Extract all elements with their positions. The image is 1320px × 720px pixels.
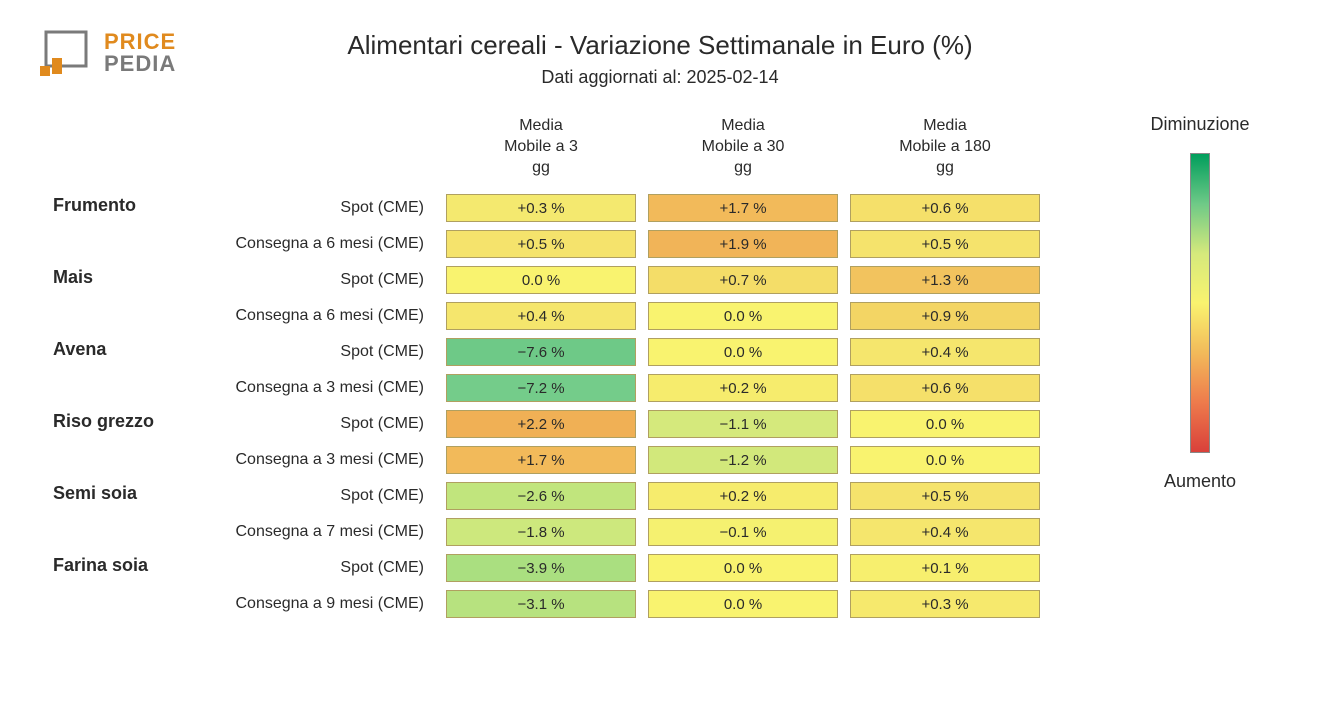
table-row: Riso grezzo Spot (CME) +2.2 % −1.1 % 0.0 % bbox=[52, 410, 1040, 438]
table-row: Consegna a 3 mesi (CME) +1.7 % −1.2 % 0.0 % bbox=[52, 446, 1040, 474]
page-subtitle: Dati aggiornati al: 2025-02-14 bbox=[40, 67, 1280, 88]
heatmap-cell: +0.2 % bbox=[648, 374, 838, 402]
heatmap-cell: 0.0 % bbox=[446, 266, 636, 294]
heatmap-cell: −1.8 % bbox=[446, 518, 636, 546]
header: Alimentari cereali - Variazione Settiman… bbox=[40, 30, 1280, 88]
heatmap-cell: +0.3 % bbox=[446, 194, 636, 222]
row-label: Consegna a 6 mesi (CME) bbox=[204, 302, 434, 330]
group-label: Farina soia bbox=[52, 554, 192, 582]
row-label: Consegna a 3 mesi (CME) bbox=[204, 374, 434, 402]
heatmap-cell: +0.9 % bbox=[850, 302, 1040, 330]
heatmap-cell: +0.7 % bbox=[648, 266, 838, 294]
group-label: Mais bbox=[52, 266, 192, 294]
logo-text-bottom: PEDIA bbox=[104, 53, 176, 75]
heatmap-cell: 0.0 % bbox=[648, 590, 838, 618]
legend-gradient-bar bbox=[1190, 153, 1210, 453]
heatmap-cell: −7.6 % bbox=[446, 338, 636, 366]
table-row: Consegna a 3 mesi (CME) −7.2 % +0.2 % +0.6 … bbox=[52, 374, 1040, 402]
heatmap-cell: +1.7 % bbox=[446, 446, 636, 474]
row-label: Spot (CME) bbox=[204, 338, 434, 366]
heatmap-cell: +2.2 % bbox=[446, 410, 636, 438]
container: PRICE PEDIA Alimentari cereali - Variazi… bbox=[0, 0, 1320, 720]
legend-top-label: Diminuzione bbox=[1150, 114, 1249, 135]
group-label: Avena bbox=[52, 338, 192, 366]
heatmap-cell: −1.2 % bbox=[648, 446, 838, 474]
heatmap-cell: +0.5 % bbox=[446, 230, 636, 258]
heatmap-cell: +1.7 % bbox=[648, 194, 838, 222]
header-spacer bbox=[204, 116, 434, 186]
table-row: Consegna a 9 mesi (CME) −3.1 % 0.0 % +0.3 % bbox=[52, 590, 1040, 618]
heatmap-cell: 0.0 % bbox=[648, 302, 838, 330]
group-label: Semi soia bbox=[52, 482, 192, 510]
row-label: Spot (CME) bbox=[204, 266, 434, 294]
group-label: Frumento bbox=[52, 194, 192, 222]
row-label: Consegna a 3 mesi (CME) bbox=[204, 446, 434, 474]
col-header-1: Media Mobile a 30 gg bbox=[648, 116, 838, 186]
table-row: Consegna a 7 mesi (CME) −1.8 % −0.1 % +0.4 … bbox=[52, 518, 1040, 546]
group-label bbox=[52, 590, 192, 618]
table-row: Semi soia Spot (CME) −2.6 % +0.2 % +0.5 % bbox=[52, 482, 1040, 510]
content-row: Media Mobile a 3 gg Media Mobile a 30 gg… bbox=[40, 108, 1280, 626]
logo-mark-icon bbox=[40, 28, 96, 78]
heatmap-cell: −2.6 % bbox=[446, 482, 636, 510]
header-spacer bbox=[52, 116, 192, 186]
heatmap-cell: +1.3 % bbox=[850, 266, 1040, 294]
heatmap-cell: −7.2 % bbox=[446, 374, 636, 402]
col-header-2: Media Mobile a 180 gg bbox=[850, 116, 1040, 186]
table-row: Frumento Spot (CME) +0.3 % +1.7 % +0.6 % bbox=[52, 194, 1040, 222]
group-label bbox=[52, 230, 192, 258]
legend: Diminuzione Aumento bbox=[1120, 108, 1280, 626]
heatmap-cell: +0.3 % bbox=[850, 590, 1040, 618]
col-header-0: Media Mobile a 3 gg bbox=[446, 116, 636, 186]
heatmap-cell: −1.1 % bbox=[648, 410, 838, 438]
page-title: Alimentari cereali - Variazione Settiman… bbox=[40, 30, 1280, 61]
heatmap-cell: +0.6 % bbox=[850, 194, 1040, 222]
heatmap-cell: −3.1 % bbox=[446, 590, 636, 618]
heatmap-cell: 0.0 % bbox=[648, 554, 838, 582]
row-label: Consegna a 6 mesi (CME) bbox=[204, 230, 434, 258]
heatmap-table: Media Mobile a 3 gg Media Mobile a 30 gg… bbox=[40, 108, 1052, 626]
legend-bottom-label: Aumento bbox=[1164, 471, 1236, 492]
row-label: Spot (CME) bbox=[204, 194, 434, 222]
row-label: Spot (CME) bbox=[204, 410, 434, 438]
heatmap-cell: +0.1 % bbox=[850, 554, 1040, 582]
heatmap-cell: +0.5 % bbox=[850, 230, 1040, 258]
brand-logo: PRICE PEDIA bbox=[40, 28, 176, 78]
heatmap-cell: 0.0 % bbox=[850, 446, 1040, 474]
row-label: Spot (CME) bbox=[204, 554, 434, 582]
table-row: Mais Spot (CME) 0.0 % +0.7 % +1.3 % bbox=[52, 266, 1040, 294]
heatmap-cell: 0.0 % bbox=[850, 410, 1040, 438]
heatmap-cell: 0.0 % bbox=[648, 338, 838, 366]
group-label: Riso grezzo bbox=[52, 410, 192, 438]
heatmap-cell: +0.4 % bbox=[446, 302, 636, 330]
row-label: Consegna a 9 mesi (CME) bbox=[204, 590, 434, 618]
heatmap-cell: +0.4 % bbox=[850, 518, 1040, 546]
table-row: Avena Spot (CME) −7.6 % 0.0 % +0.4 % bbox=[52, 338, 1040, 366]
heatmap-cell: +0.4 % bbox=[850, 338, 1040, 366]
table-row: Consegna a 6 mesi (CME) +0.5 % +1.9 % +0.5 … bbox=[52, 230, 1040, 258]
heatmap-table-area: Media Mobile a 3 gg Media Mobile a 30 gg… bbox=[40, 108, 1120, 626]
heatmap-cell: +1.9 % bbox=[648, 230, 838, 258]
header-row: Media Mobile a 3 gg Media Mobile a 30 gg… bbox=[52, 116, 1040, 186]
heatmap-cell: +0.2 % bbox=[648, 482, 838, 510]
heatmap-cell: −0.1 % bbox=[648, 518, 838, 546]
table-row: Consegna a 6 mesi (CME) +0.4 % 0.0 % +0.9 % bbox=[52, 302, 1040, 330]
heatmap-cell: −3.9 % bbox=[446, 554, 636, 582]
table-row: Farina soia Spot (CME) −3.9 % 0.0 % +0.1 % bbox=[52, 554, 1040, 582]
logo-text: PRICE PEDIA bbox=[104, 31, 176, 75]
row-label: Consegna a 7 mesi (CME) bbox=[204, 518, 434, 546]
group-label bbox=[52, 374, 192, 402]
heatmap-cell: +0.6 % bbox=[850, 374, 1040, 402]
logo-text-top: PRICE bbox=[104, 31, 176, 53]
heatmap-cell: +0.5 % bbox=[850, 482, 1040, 510]
row-label: Spot (CME) bbox=[204, 482, 434, 510]
group-label bbox=[52, 446, 192, 474]
group-label bbox=[52, 518, 192, 546]
group-label bbox=[52, 302, 192, 330]
